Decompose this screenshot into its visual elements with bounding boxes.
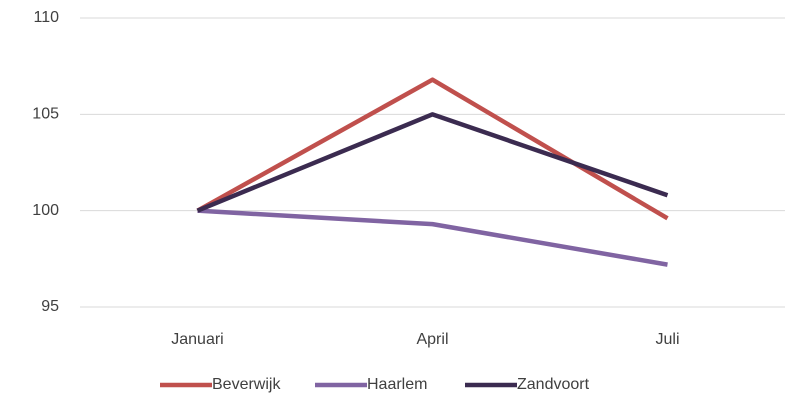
y-tick-label: 95 <box>41 298 59 315</box>
x-tick-label: Juli <box>655 331 679 348</box>
y-tick-label: 105 <box>32 106 59 123</box>
legend-label: Zandvoort <box>517 376 590 393</box>
legend-label: Beverwijk <box>212 376 281 393</box>
series-line <box>197 208 668 267</box>
series-line <box>196 112 669 213</box>
y-tick-label: 110 <box>33 9 59 26</box>
x-tick-label: April <box>416 331 448 348</box>
x-tick-label: Januari <box>171 331 223 348</box>
series-line <box>196 77 669 221</box>
y-tick-label: 100 <box>32 202 59 219</box>
legend-label: Haarlem <box>367 376 427 393</box>
